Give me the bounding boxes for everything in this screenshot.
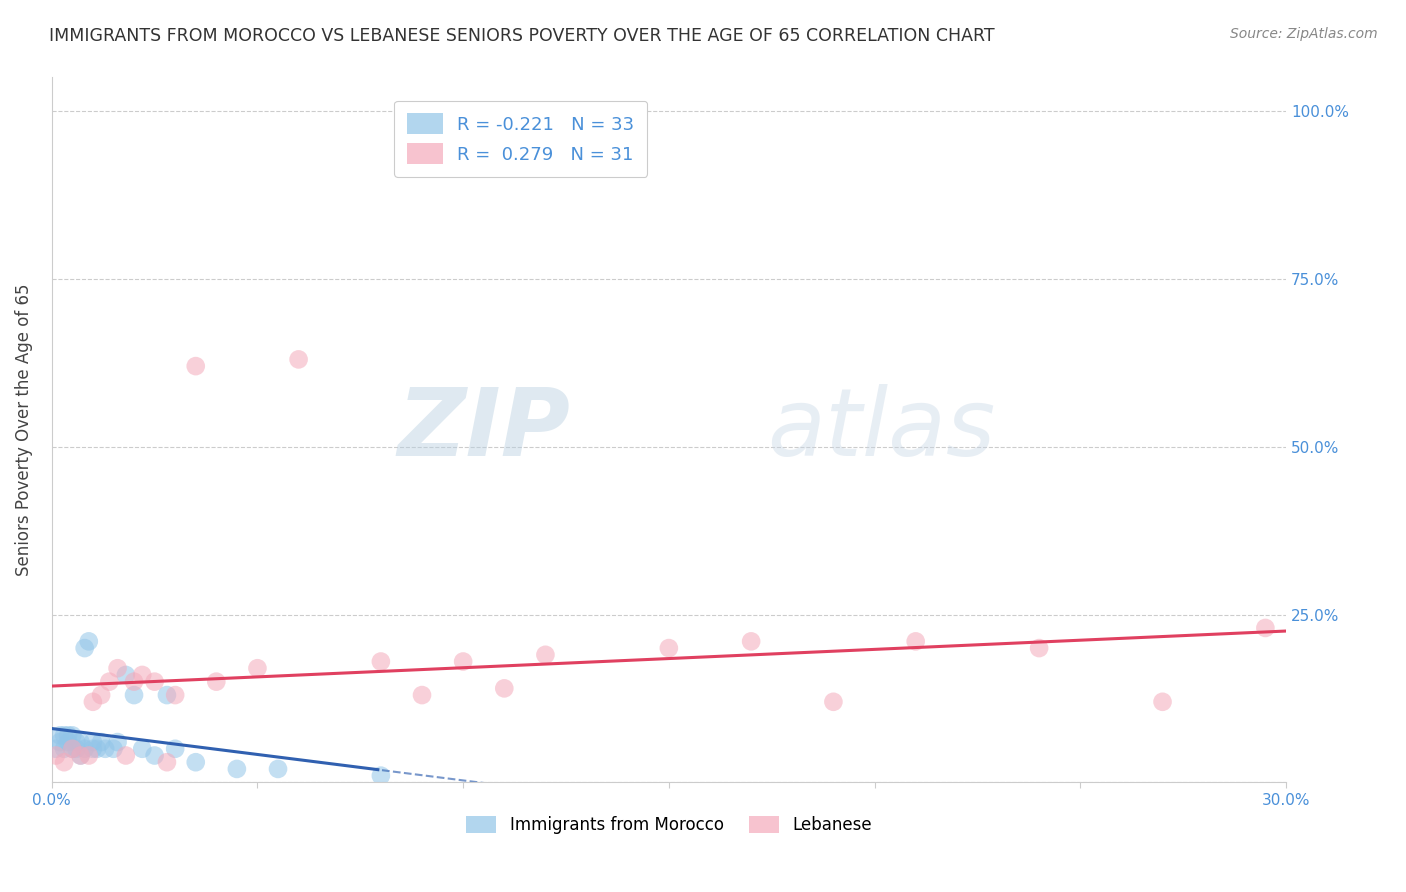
Point <box>184 359 207 373</box>
Point <box>90 688 112 702</box>
Point <box>90 735 112 749</box>
Point <box>69 748 91 763</box>
Point <box>58 735 80 749</box>
Point <box>411 688 433 702</box>
Point <box>225 762 247 776</box>
Text: atlas: atlas <box>768 384 995 475</box>
Point <box>69 735 91 749</box>
Point <box>451 655 474 669</box>
Point <box>1152 695 1174 709</box>
Point <box>143 674 166 689</box>
Point <box>53 741 76 756</box>
Point <box>165 688 187 702</box>
Text: IMMIGRANTS FROM MOROCCO VS LEBANESE SENIORS POVERTY OVER THE AGE OF 65 CORRELATI: IMMIGRANTS FROM MOROCCO VS LEBANESE SENI… <box>49 27 995 45</box>
Point <box>77 748 100 763</box>
Point <box>370 655 392 669</box>
Point <box>60 741 83 756</box>
Point <box>82 741 104 756</box>
Y-axis label: Seniors Poverty Over the Age of 65: Seniors Poverty Over the Age of 65 <box>15 284 32 576</box>
Point <box>53 728 76 742</box>
Point <box>58 728 80 742</box>
Point <box>107 735 129 749</box>
Point <box>49 728 72 742</box>
Point <box>184 755 207 769</box>
Point <box>205 674 228 689</box>
Point <box>45 741 67 756</box>
Point <box>114 748 136 763</box>
Point <box>53 755 76 769</box>
Point <box>107 661 129 675</box>
Point <box>103 741 125 756</box>
Text: Source: ZipAtlas.com: Source: ZipAtlas.com <box>1230 27 1378 41</box>
Legend: Immigrants from Morocco, Lebanese: Immigrants from Morocco, Lebanese <box>467 816 872 834</box>
Point <box>94 741 117 756</box>
Point <box>82 695 104 709</box>
Point <box>740 634 762 648</box>
Point <box>60 741 83 756</box>
Point <box>60 728 83 742</box>
Point <box>156 755 179 769</box>
Point <box>1254 621 1277 635</box>
Point <box>69 748 91 763</box>
Point <box>77 634 100 648</box>
Point <box>246 661 269 675</box>
Point <box>86 741 108 756</box>
Point <box>267 762 290 776</box>
Point <box>131 741 153 756</box>
Point <box>65 735 87 749</box>
Point <box>73 641 96 656</box>
Point <box>98 674 121 689</box>
Point <box>370 769 392 783</box>
Point <box>658 641 681 656</box>
Point <box>287 352 309 367</box>
Point <box>65 741 87 756</box>
Text: ZIP: ZIP <box>398 384 569 476</box>
Point <box>1028 641 1050 656</box>
Point <box>122 688 145 702</box>
Point <box>156 688 179 702</box>
Point <box>82 735 104 749</box>
Point <box>114 668 136 682</box>
Point <box>49 735 72 749</box>
Point <box>122 674 145 689</box>
Point <box>494 681 516 696</box>
Point <box>904 634 927 648</box>
Point <box>534 648 557 662</box>
Point <box>823 695 845 709</box>
Point <box>73 741 96 756</box>
Point <box>143 748 166 763</box>
Point <box>45 748 67 763</box>
Point <box>165 741 187 756</box>
Point <box>131 668 153 682</box>
